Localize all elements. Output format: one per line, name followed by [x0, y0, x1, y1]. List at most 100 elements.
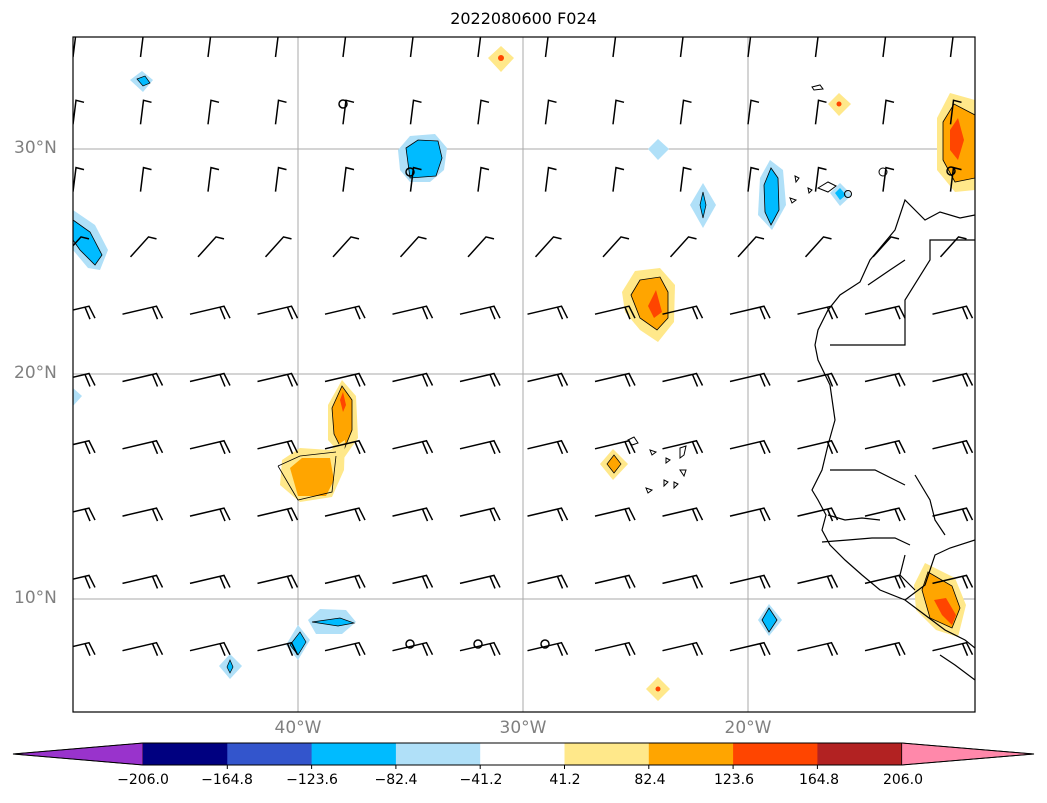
wind-barb [864, 372, 906, 387]
colorbar-segment [648, 743, 734, 765]
positive-anomaly-blob [914, 563, 966, 637]
wind-barb [342, 37, 347, 58]
wind-barb [747, 166, 760, 192]
wind-barb [527, 439, 569, 455]
negative-anomaly-blob [219, 654, 242, 679]
wind-barb [122, 305, 164, 320]
wind-barb [459, 372, 501, 387]
wind-barb [729, 372, 771, 387]
wind-barb [932, 372, 974, 387]
wind-barb [274, 99, 287, 125]
colorbar-segment [817, 743, 903, 765]
wind-barb [257, 372, 299, 387]
wind-barb [189, 641, 231, 656]
negative-anomaly-blob [130, 71, 153, 92]
wind-barb [189, 439, 231, 455]
wind-barb [477, 166, 490, 192]
wind-barb [207, 99, 220, 125]
wind-barb [662, 372, 704, 387]
wind-barb [73, 37, 77, 58]
wind-barb [409, 99, 422, 125]
wind-barb [864, 305, 906, 320]
negative-anomaly-blob [758, 160, 786, 230]
wind-barb [939, 236, 967, 258]
negative-anomaly-blob [690, 183, 716, 228]
wind-barb [73, 439, 96, 455]
wind-barb [342, 99, 355, 125]
lon-label-40w: 40°W [274, 718, 322, 738]
wind-barb [274, 37, 279, 58]
wind-barb [467, 236, 495, 258]
colorbar-tick-label: −164.8 [201, 772, 253, 788]
map-title: 2022080600 F024 [450, 9, 597, 28]
wind-barb [679, 166, 692, 192]
wind-barb [459, 439, 501, 455]
positive-anomaly-blob [488, 46, 514, 72]
wind-barb [729, 641, 771, 656]
wind-barb [324, 641, 366, 656]
wind-barb [257, 439, 299, 455]
lat-label-20n: 20°N [14, 363, 57, 383]
wind-barb [729, 574, 771, 589]
wind-barb [139, 166, 152, 192]
colorbar-segment [564, 743, 650, 765]
wind-barb [797, 305, 839, 320]
wind-barb [257, 641, 299, 656]
wind-barb [662, 305, 704, 320]
wind-barb [324, 372, 366, 387]
colorbar [12, 742, 1035, 769]
wind-barb [797, 439, 839, 455]
wind-barb [679, 99, 692, 125]
wind-barb [679, 37, 684, 58]
wind-barb [73, 305, 96, 320]
wind-barb [594, 507, 636, 522]
lon-label-20w: 20°W [724, 718, 772, 738]
wind-barb [392, 574, 434, 589]
wind-barb [729, 507, 771, 522]
wind-barb [669, 236, 697, 258]
colorbar-segment [395, 743, 481, 765]
colorbar-extend-min [12, 742, 144, 766]
wind-barb [73, 641, 96, 656]
positive-anomaly-blob [328, 380, 358, 458]
positive-anomaly-blob [622, 268, 675, 342]
colorbar-segment [733, 743, 818, 765]
wind-barb [872, 236, 900, 258]
wind-barb [139, 37, 144, 58]
wind-barb [122, 372, 164, 387]
wind-barb [257, 507, 299, 522]
wind-barb [544, 37, 549, 58]
wind-barb [392, 305, 434, 320]
wind-barb [527, 372, 569, 387]
wind-barb [459, 574, 501, 589]
wind-barb [612, 37, 617, 58]
wind-barb [527, 305, 569, 320]
wind-barb [122, 507, 164, 522]
wind-barb [602, 236, 630, 258]
wind-barb [73, 372, 96, 387]
lat-label-30n: 30°N [14, 138, 57, 158]
wind-barb [332, 236, 360, 258]
wind-barb [662, 574, 704, 589]
wind-barb [747, 99, 760, 125]
negative-anomaly-blob [73, 388, 82, 406]
wind-barb [73, 574, 96, 589]
negative-anomaly-blob [308, 609, 356, 634]
wind-barb [459, 305, 501, 320]
wind-barb [932, 507, 974, 522]
wind-barb [189, 574, 231, 589]
colorbar-outline [12, 742, 1035, 766]
positive-anomaly-blob [646, 677, 670, 701]
wind-barb [747, 37, 752, 58]
wind-barb [122, 574, 164, 589]
wind-barb [797, 372, 839, 387]
wind-barb [544, 166, 557, 192]
wind-barb [594, 439, 636, 455]
colorbar-tick-label: 164.8 [798, 772, 840, 788]
wind-barb [527, 507, 569, 522]
wind-barb [257, 574, 299, 589]
wind-barb [729, 305, 771, 320]
wind-barb [189, 372, 231, 387]
map-plot-area [73, 37, 975, 712]
colorbar-tick-label: −82.4 [374, 772, 418, 788]
